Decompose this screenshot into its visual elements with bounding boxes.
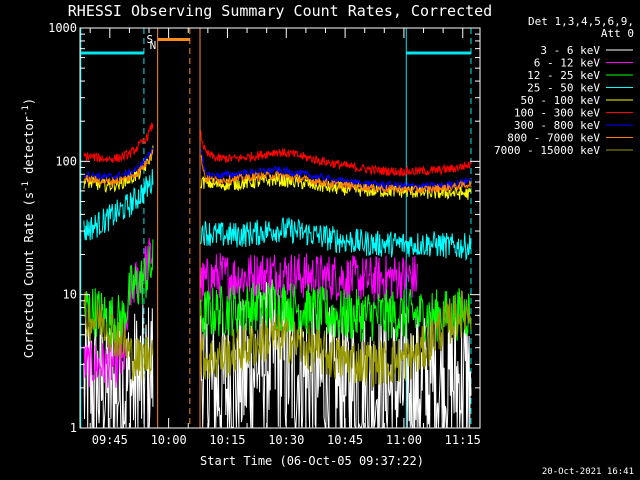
series-100-300-kev: [83, 122, 472, 178]
legend-label: 100 - 300 keV: [514, 107, 600, 120]
y-axis-title-part1: Corrected Count Rate (s: [22, 192, 36, 358]
legend-entry: 7000 - 15000 keV: [494, 144, 633, 157]
y-axis-title-part2: detector: [22, 116, 36, 181]
legend-entry: 6 - 12 keV: [534, 57, 633, 70]
legend-entry: 3 - 6 keV: [540, 44, 633, 57]
y-axis: 1 10 100 1000: [48, 21, 480, 435]
y-tick-label: 1000: [48, 21, 77, 35]
marker-s-label: S: [146, 33, 153, 46]
series-7000-15000-kev: [83, 290, 472, 388]
y-axis-title: Corrected Count Rate (s-1 detector-1): [21, 98, 36, 358]
legend-label: 12 - 25 keV: [527, 69, 600, 82]
x-axis-title: Start Time (06-Oct-05 09:37:22): [200, 454, 424, 468]
legend-header-line2: Att 0: [601, 27, 634, 40]
series-line-7000-15000-kev: [200, 290, 472, 388]
series-line-300-800-kev: [200, 149, 472, 191]
series-line-800-7000-kev: [200, 154, 472, 195]
series-lines: [83, 122, 472, 429]
series-12-25-kev: [83, 239, 472, 347]
x-tick-label: 10:45: [327, 433, 363, 447]
x-axis: 09:45 10:00 10:15 10:30 10:45 11:00 11:15: [89, 28, 481, 447]
legend-label: 6 - 12 keV: [534, 57, 601, 70]
series-line-800-7000-kev: [83, 149, 154, 187]
series-line-6-12-kev: [200, 252, 418, 303]
legend-entry: 50 - 100 keV: [521, 94, 633, 107]
y-tick-label: 10: [63, 288, 77, 302]
legend-header-line1: Det 1,3,4,5,6,9,: [528, 15, 634, 28]
series-line-25-50-kev: [200, 217, 472, 261]
legend-entry: 25 - 50 keV: [527, 82, 633, 95]
y-tick-label: 1: [70, 421, 77, 435]
y-axis-title-sup2: -1: [21, 105, 31, 116]
series-line-6-12-kev: [83, 238, 154, 388]
legend-label: 300 - 800 keV: [514, 119, 600, 132]
chart-title: RHESSI Observing Summary Count Rates, Co…: [68, 2, 492, 20]
x-tick-label: 10:30: [268, 433, 304, 447]
footer-timestamp: 20-Oct-2021 16:41: [542, 467, 634, 477]
legend-label: 7000 - 15000 keV: [494, 144, 600, 157]
x-tick-label: 10:00: [151, 433, 187, 447]
y-axis-title-part3: ): [22, 98, 36, 105]
series-line-12-25-kev: [83, 239, 154, 347]
legend-entry: 100 - 300 keV: [514, 107, 633, 120]
x-tick-label: 11:00: [386, 433, 422, 447]
legend-label: 3 - 6 keV: [540, 44, 600, 57]
marker-n-label: N: [150, 39, 157, 52]
y-axis-title-sup1: -1: [21, 181, 31, 192]
series-line-12-25-kev: [200, 282, 472, 344]
event-lines: [80, 28, 472, 428]
orbit-night-bars: [80, 37, 471, 55]
legend-entry: 800 - 7000 keV: [507, 132, 633, 145]
series-6-12-kev: [83, 238, 418, 388]
series-line-25-50-kev: [83, 168, 154, 241]
legend-label: 50 - 100 keV: [521, 94, 601, 107]
series-25-50-kev: [83, 168, 472, 261]
legend-label: 25 - 50 keV: [527, 82, 600, 95]
series-line-100-300-kev: [200, 130, 472, 178]
x-tick-label: 10:15: [209, 433, 245, 447]
plot-frame: [79, 27, 481, 429]
series-800-7000-kev: [83, 149, 472, 195]
y-tick-label: 100: [55, 154, 77, 168]
series-line-7000-15000-kev: [83, 292, 154, 382]
x-tick-label: 09:45: [92, 433, 128, 447]
series-line-3-6-kev: [83, 304, 154, 428]
series-line-100-300-kev: [83, 122, 154, 164]
legend-entry: 300 - 800 keV: [514, 119, 633, 132]
x-tick-label: 11:15: [445, 433, 481, 447]
legend-entry: 12 - 25 keV: [527, 69, 633, 82]
legend-label: 800 - 7000 keV: [507, 132, 600, 145]
